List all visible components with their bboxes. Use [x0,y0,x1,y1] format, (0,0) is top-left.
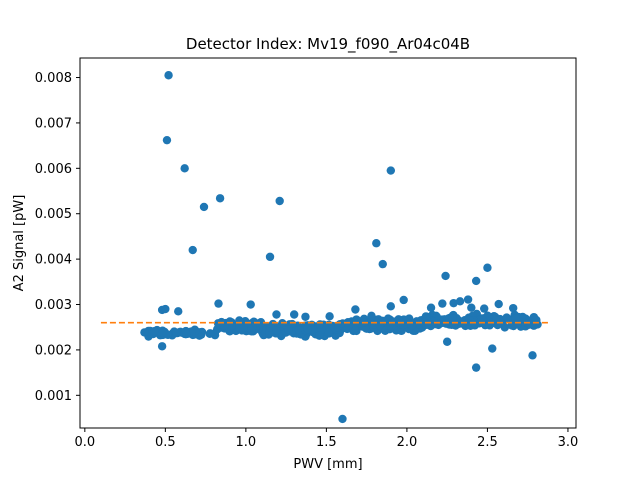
data-point [324,328,333,337]
outlier-point [386,166,396,175]
data-point [508,303,518,313]
outlier-point [199,202,209,212]
data-point [158,328,168,337]
data-point [463,295,473,304]
y-tick-label: 0.007 [35,116,72,131]
data-point [235,324,244,333]
axes-frame [79,57,577,429]
data-point [149,326,159,336]
y-tick-label: 0.004 [35,253,72,268]
chart-title: Detector Index: Mv19_f090_Ar04c04B [186,35,470,54]
x-tick-label: 0.5 [155,435,176,450]
data-point [492,316,501,325]
data-point [367,311,376,321]
data-point [220,321,229,330]
outlier-point [188,245,197,255]
data-point [284,325,293,334]
y-tick-label: 0.002 [35,343,72,358]
data-point [182,329,191,339]
data-point [289,310,299,319]
data-point [325,312,334,321]
data-point [449,320,459,329]
y-tick-label: 0.001 [35,389,72,404]
data-point [467,303,476,312]
outlier-point [164,71,173,80]
y-tick-label: 0.008 [35,71,72,86]
data-point [272,326,281,335]
data-point [214,299,223,308]
data-point [315,320,325,329]
data-marks [140,71,542,424]
outlier-point [488,344,497,353]
data-point [315,331,324,340]
x-tick-label: 1.5 [316,435,337,450]
data-point [161,304,170,314]
outlier-point [174,307,183,316]
data-point [426,303,436,312]
data-point [272,310,281,319]
x-tick-label: 3.0 [558,435,579,450]
data-point [140,328,149,337]
data-point [517,314,526,324]
data-point [394,315,403,324]
data-point [438,299,447,308]
x-tick-label: 1.0 [236,435,257,450]
y-tick-label: 0.006 [35,162,72,177]
data-point [205,329,215,338]
x-tick-label: 0.0 [74,435,95,450]
x-axis-label: PWV [mm] [293,457,362,472]
data-point [422,320,431,329]
outlier-point [441,271,450,281]
y-tick-label: 0.005 [35,207,72,222]
x-tick-label: 2.0 [397,435,418,450]
x-tick-label: 2.5 [477,435,498,450]
data-point [303,324,312,334]
y-tick-label: 0.003 [35,298,72,313]
outlier-point [528,351,537,360]
outlier-point [215,194,225,203]
data-point [480,304,489,313]
data-point [455,297,465,306]
outlier-point [265,252,275,262]
y-axis-label: A2 Signal [pW] [12,195,27,292]
outlier-point [180,164,189,173]
y-axis-ticks: 0.001 0.002 0.003 0.004 0.005 0.006 0.007 0.008 [35,71,80,404]
data-point [494,299,503,309]
outlier-point [275,196,284,206]
data-point [301,312,310,321]
data-point [511,314,520,323]
outlier-point [483,263,492,272]
data-point [227,321,236,330]
data-point [294,325,304,335]
outlier-point [372,239,381,248]
data-point [477,315,487,324]
data-point [386,302,396,311]
outlier-point [471,363,481,372]
data-point [437,318,447,328]
data-point [172,328,181,337]
outlier-point [162,135,172,145]
outlier-point [442,337,452,346]
data-point [399,295,408,305]
data-point [429,317,438,326]
outlier-point [338,414,347,424]
data-point [246,300,255,309]
outlier-point [471,276,481,286]
data-point [351,305,360,314]
outlier-point [378,259,387,269]
data-point [449,298,458,308]
x-axis-ticks: 0.0 0.5 1.0 1.5 2.0 2.5 3.0 [74,428,578,450]
outlier-point [157,342,167,351]
